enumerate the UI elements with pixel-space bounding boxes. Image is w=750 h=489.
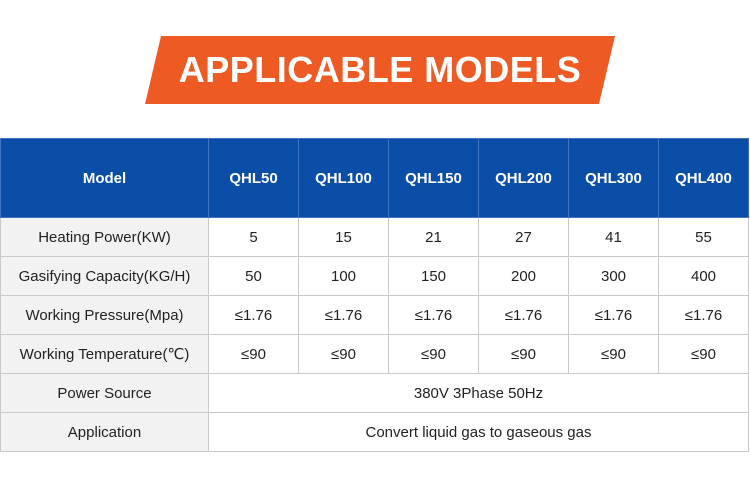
table-cell: ≤90 — [298, 334, 389, 374]
table-cell: 300 — [568, 256, 659, 296]
title-banner: APPLICABLE MODELS — [145, 36, 615, 104]
table-cell: ≤1.76 — [298, 295, 389, 335]
models-table: Model QHL50 QHL100 QHL150 QHL200 QHL300 … — [0, 138, 749, 452]
table-row: Heating Power(KW) 5 15 21 27 41 55 — [0, 217, 749, 257]
table-cell: 41 — [568, 217, 659, 257]
table-row: Application Convert liquid gas to gaseou… — [0, 412, 749, 452]
header-qhl200: QHL200 — [478, 138, 569, 218]
header-qhl150: QHL150 — [388, 138, 479, 218]
page-title: APPLICABLE MODELS — [178, 49, 582, 90]
table-cell: ≤1.76 — [478, 295, 569, 335]
table-cell: ≤1.76 — [568, 295, 659, 335]
header-qhl50: QHL50 — [208, 138, 299, 218]
table-cell: 5 — [208, 217, 299, 257]
table-cell: 27 — [478, 217, 569, 257]
table-row: Gasifying Capacity(KG/H) 50 100 150 200 … — [0, 256, 749, 296]
header-qhl100: QHL100 — [298, 138, 389, 218]
application-value: Convert liquid gas to gaseous gas — [208, 412, 749, 452]
table-header-row: Model QHL50 QHL100 QHL150 QHL200 QHL300 … — [0, 138, 749, 218]
row-label: Working Temperature(℃) — [0, 334, 209, 374]
table-cell: ≤1.76 — [208, 295, 299, 335]
table-cell: 100 — [298, 256, 389, 296]
table-row: Working Temperature(℃) ≤90 ≤90 ≤90 ≤90 ≤… — [0, 334, 749, 374]
table-cell: ≤1.76 — [388, 295, 479, 335]
header-qhl300: QHL300 — [568, 138, 659, 218]
table-cell: ≤90 — [388, 334, 479, 374]
power-source-value: 380V 3Phase 50Hz — [208, 373, 749, 413]
row-label: Application — [0, 412, 209, 452]
table-cell: 55 — [658, 217, 749, 257]
header-model: Model — [0, 138, 209, 218]
table-cell: 50 — [208, 256, 299, 296]
table-row: Power Source 380V 3Phase 50Hz — [0, 373, 749, 413]
table-cell: ≤90 — [568, 334, 659, 374]
row-label: Power Source — [0, 373, 209, 413]
table-cell: 200 — [478, 256, 569, 296]
table-row: Working Pressure(Mpa) ≤1.76 ≤1.76 ≤1.76 … — [0, 295, 749, 335]
table-cell: 150 — [388, 256, 479, 296]
row-label: Working Pressure(Mpa) — [0, 295, 209, 335]
table-cell: 21 — [388, 217, 479, 257]
header-qhl400: QHL400 — [658, 138, 749, 218]
row-label: Gasifying Capacity(KG/H) — [0, 256, 209, 296]
row-label: Heating Power(KW) — [0, 217, 209, 257]
table-cell: 400 — [658, 256, 749, 296]
table-cell: ≤1.76 — [658, 295, 749, 335]
table-cell: ≤90 — [478, 334, 569, 374]
table-cell: 15 — [298, 217, 389, 257]
table-cell: ≤90 — [208, 334, 299, 374]
table-cell: ≤90 — [658, 334, 749, 374]
